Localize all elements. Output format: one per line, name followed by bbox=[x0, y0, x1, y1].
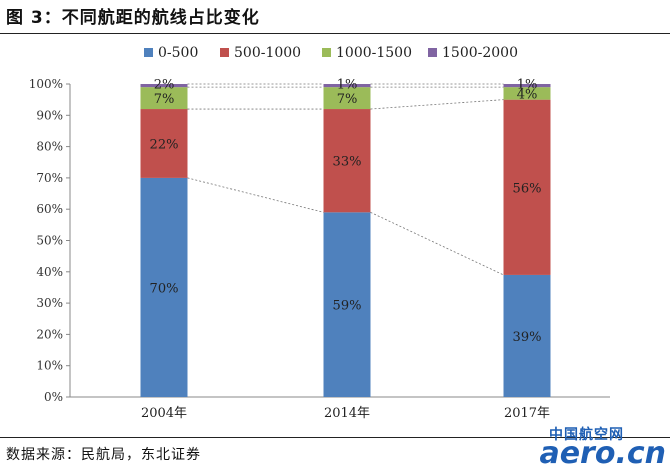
bar-1000-1500-2004年 bbox=[140, 87, 188, 110]
legend-swatch-1000-1500 bbox=[322, 48, 331, 57]
y-tick-label: 80% bbox=[36, 140, 63, 154]
bar-500-1000-2014年 bbox=[323, 109, 371, 213]
bar-1500-2000-2014年 bbox=[323, 84, 371, 88]
bar-1500-2000-2004年 bbox=[140, 84, 188, 88]
x-tick-label: 2014年 bbox=[324, 406, 370, 421]
connector-line bbox=[370, 211, 504, 276]
data-label: 2% bbox=[154, 77, 175, 92]
data-label: 1% bbox=[337, 77, 358, 92]
watermark-cn: 中国航空网 bbox=[549, 427, 624, 443]
bar-0-500-2017年 bbox=[503, 274, 551, 397]
y-tick-label: 60% bbox=[36, 202, 63, 216]
chart-bars bbox=[140, 84, 551, 397]
connector-line bbox=[370, 99, 504, 110]
connector-line bbox=[187, 177, 324, 213]
bar-1000-1500-2017年 bbox=[503, 87, 551, 100]
data-labels: 70%22%7%2%59%33%7%1%39%56%4%1% bbox=[150, 77, 542, 345]
bar-0-500-2004年 bbox=[140, 177, 188, 397]
legend-label-0-500: 0-500 bbox=[158, 45, 198, 61]
legend-swatch-1500-2000 bbox=[428, 48, 437, 57]
bar-500-1000-2017年 bbox=[503, 99, 551, 275]
y-tick-label: 100% bbox=[29, 77, 63, 91]
bar-500-1000-2004年 bbox=[140, 109, 188, 178]
chart-axes: 0% 10% 20% 30% 40% 50% 60% 70% 80% 90% 100% 2004年 20… bbox=[29, 77, 610, 421]
y-tick-label: 30% bbox=[36, 296, 63, 310]
x-tick-label: 2004年 bbox=[141, 406, 187, 421]
y-tick-label: 90% bbox=[36, 108, 63, 122]
connector-lines bbox=[187, 83, 504, 276]
y-tick-label: 40% bbox=[36, 265, 63, 279]
y-tick-label: 0% bbox=[44, 390, 63, 404]
y-tick-label: 50% bbox=[36, 234, 63, 248]
stacked-bar-chart: 0-500 500-1000 1000-1500 1500-2000 0% 10% 20%… bbox=[29, 45, 610, 421]
bar-1500-2000-2017年 bbox=[503, 84, 551, 88]
legend-swatch-500-1000 bbox=[220, 48, 229, 57]
chart-legend: 0-500 500-1000 1000-1500 1500-2000 bbox=[144, 45, 518, 61]
legend-label-500-1000: 500-1000 bbox=[234, 45, 301, 61]
x-tick-label: 2017年 bbox=[504, 406, 550, 421]
y-tick-label: 70% bbox=[36, 171, 63, 185]
data-label: 33% bbox=[333, 155, 362, 170]
bottom-rule bbox=[0, 437, 670, 438]
watermark-logo: 中国航空网 aero.cn bbox=[506, 424, 666, 471]
y-tick-label: 20% bbox=[36, 327, 63, 341]
top-rule bbox=[0, 33, 670, 34]
data-label: 7% bbox=[337, 92, 358, 107]
data-label: 7% bbox=[154, 92, 175, 107]
watermark-en: aero.cn bbox=[539, 436, 666, 471]
data-label: 1% bbox=[517, 77, 538, 92]
figure-title: 图 3：不同航距的航线占比变化 bbox=[6, 8, 260, 28]
legend-label-1500-2000: 1500-2000 bbox=[442, 45, 518, 61]
bar-1000-1500-2014年 bbox=[323, 87, 371, 110]
source-note: 数据来源：民航局，东北证券 bbox=[6, 447, 201, 463]
y-tick-label: 10% bbox=[36, 359, 63, 373]
data-label: 22% bbox=[150, 137, 179, 152]
legend-label-1000-1500: 1000-1500 bbox=[336, 45, 412, 61]
data-label: 59% bbox=[333, 299, 362, 314]
legend-swatch-0-500 bbox=[144, 48, 153, 57]
data-label: 39% bbox=[513, 330, 542, 345]
bar-0-500-2014年 bbox=[323, 212, 371, 397]
data-label: 56% bbox=[513, 181, 542, 196]
data-label: 4% bbox=[517, 87, 538, 102]
data-label: 70% bbox=[150, 281, 179, 296]
